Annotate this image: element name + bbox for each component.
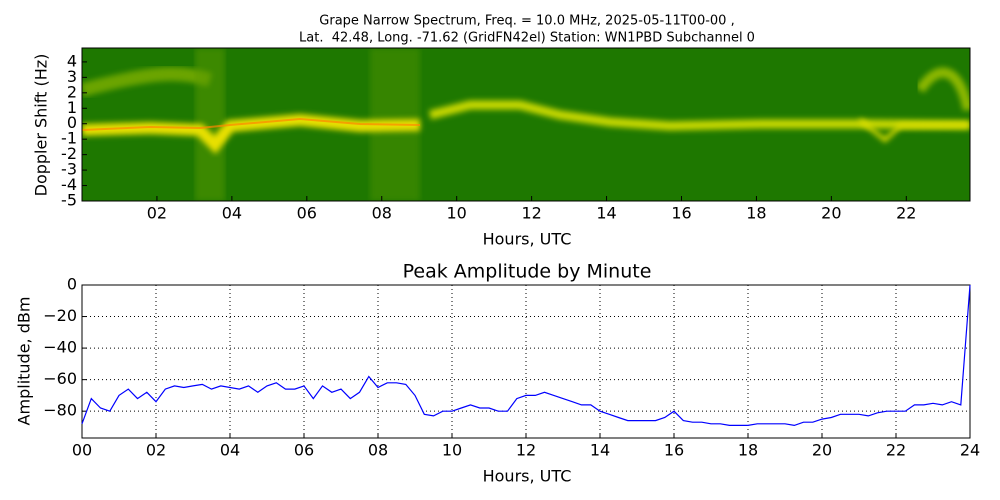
x-tick-label: 04 <box>222 204 242 223</box>
x-tick-label: 04 <box>220 441 240 460</box>
y-tick-label: 2 <box>67 82 77 101</box>
y-tick-label: -1 <box>61 129 77 148</box>
y-tick-label: −60 <box>43 369 77 388</box>
x-tick-label: 20 <box>821 204 841 223</box>
x-tick-label: 00 <box>72 441 92 460</box>
y-tick-label: 0 <box>67 113 77 132</box>
y-tick-label: 0 <box>67 275 77 294</box>
y-tick-label: -4 <box>61 175 77 194</box>
x-tick-label: 16 <box>671 204 691 223</box>
x-tick-label: 24 <box>960 441 980 460</box>
line-series <box>81 284 971 427</box>
y-tick-label: −20 <box>43 306 77 325</box>
y-tick-label: -3 <box>61 160 77 179</box>
x-tick-label: 16 <box>664 441 684 460</box>
x-tick-label: 18 <box>738 441 758 460</box>
x-tick-label: 10 <box>447 204 467 223</box>
chart-title: Peak Amplitude by Minute <box>403 261 652 283</box>
y-tick-label: -5 <box>61 191 77 210</box>
y-tick-label: -2 <box>61 144 77 163</box>
x-tick-label: 02 <box>147 204 167 223</box>
axes-frame <box>81 47 971 202</box>
x-tick-label: 10 <box>442 441 462 460</box>
x-tick-label: 14 <box>590 441 610 460</box>
x-tick-label: 18 <box>746 204 766 223</box>
chart-title: Grape Narrow Spectrum, Freq. = 10.0 MHz,… <box>319 14 734 29</box>
y-tick-label: 3 <box>67 67 77 86</box>
x-tick-label: 22 <box>896 204 916 223</box>
y-tick-label: 1 <box>67 98 77 117</box>
y-tick-label: −40 <box>43 338 77 357</box>
x-tick-label: 20 <box>812 441 832 460</box>
x-axis-label: Hours, UTC <box>483 230 572 249</box>
y-axis-label: Doppler Shift (Hz) <box>32 54 51 197</box>
x-tick-label: 08 <box>368 441 388 460</box>
x-tick-label: 12 <box>516 441 536 460</box>
x-tick-label: 08 <box>372 204 392 223</box>
y-tick-label: −80 <box>43 401 77 420</box>
chart-title: Lat. 42.48, Long. -71.62 (GridFN42el) St… <box>299 31 755 46</box>
x-tick-label: 14 <box>596 204 616 223</box>
y-axis-label: Amplitude, dBm <box>15 297 34 426</box>
x-tick-label: 06 <box>294 441 314 460</box>
spectrogram-image <box>82 48 970 201</box>
x-tick-label: 22 <box>886 441 906 460</box>
x-tick-label: 06 <box>297 204 317 223</box>
x-axis-label: Hours, UTC <box>483 467 572 486</box>
y-tick-label: 4 <box>67 51 77 70</box>
x-tick-label: 12 <box>521 204 541 223</box>
x-tick-label: 02 <box>146 441 166 460</box>
